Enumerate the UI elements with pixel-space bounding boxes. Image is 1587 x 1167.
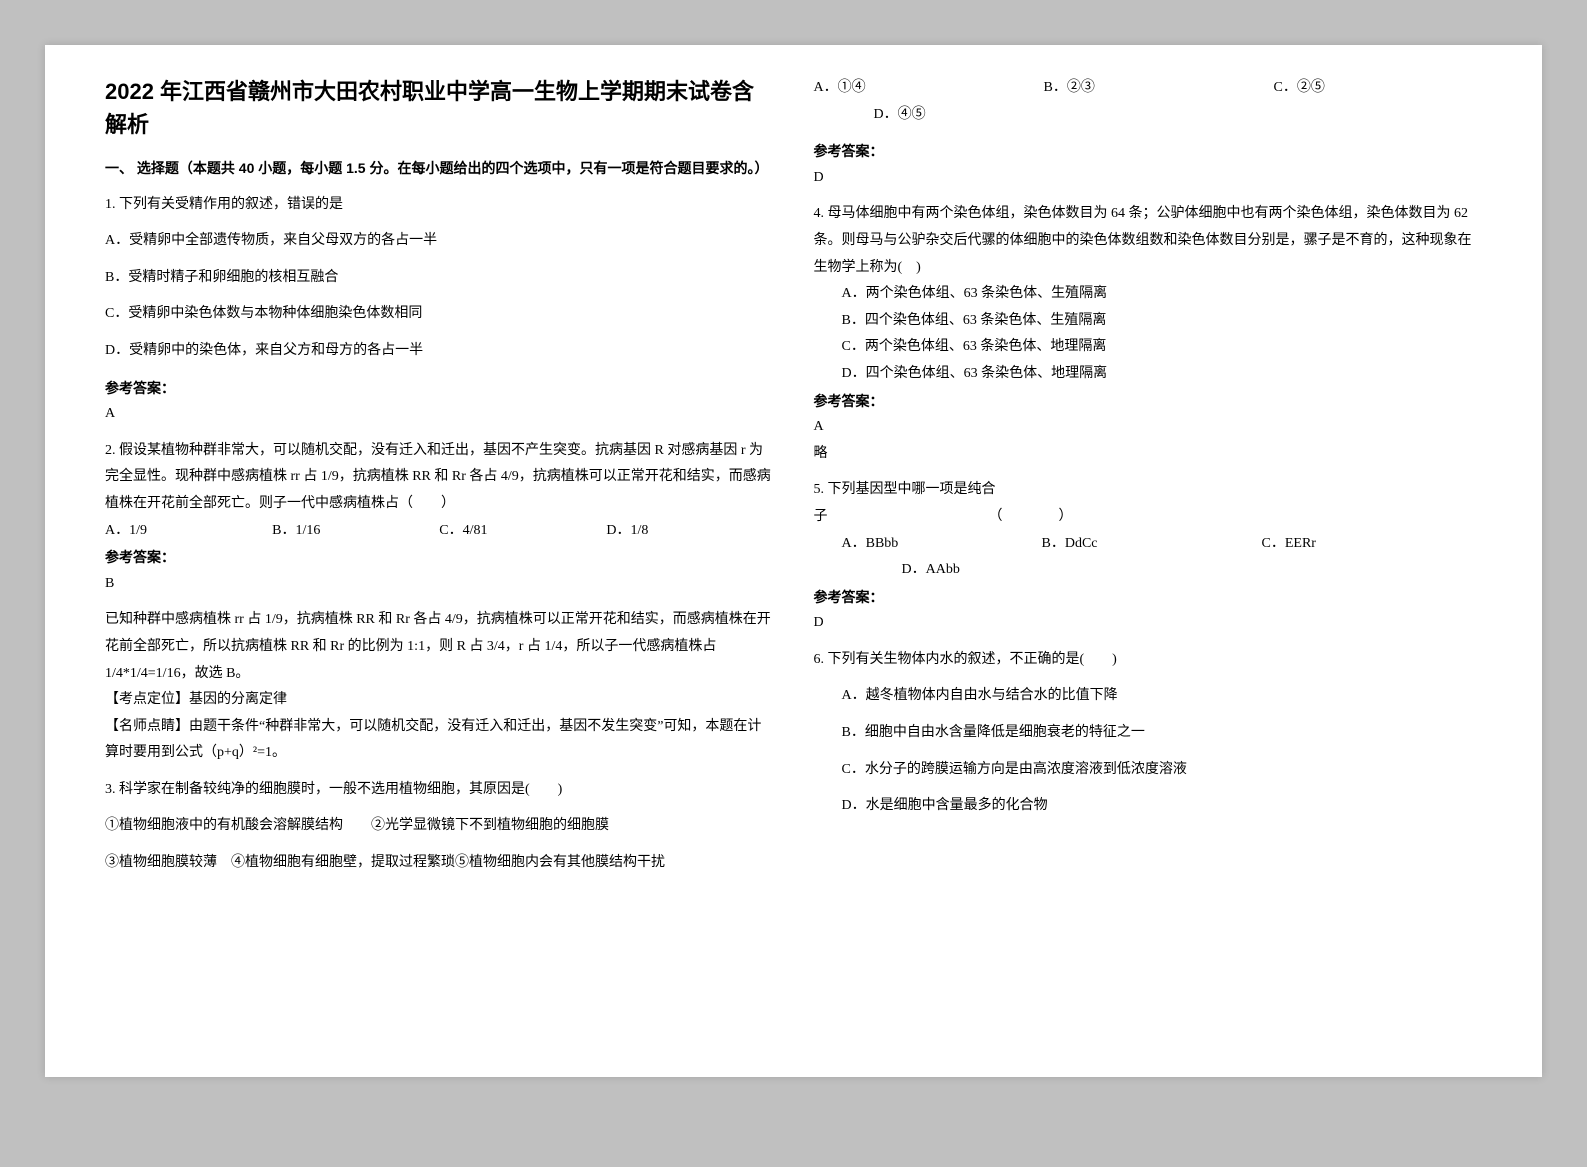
q5-option-b: B．DdCc (1042, 531, 1262, 558)
q4-option-a: A．两个染色体组、63 条染色体、生殖隔离 (814, 281, 1483, 308)
q4-option-b: B．四个染色体组、63 条染色体、生殖隔离 (814, 308, 1483, 335)
right-column: A．①④ B．②③ C．②⑤ D．④⑤ 参考答案： D 4. 母马体细胞中有两个… (794, 75, 1503, 1047)
exam-paper: 2022 年江西省赣州市大田农村职业中学高一生物上学期期末试卷含解析 一、 选择… (45, 45, 1542, 1077)
q3-cond-line1: ①植物细胞液中的有机酸会溶解膜结构 ②光学显微镜下不到植物细胞的细胞膜 (105, 813, 774, 840)
q6-option-a: A．越冬植物体内自由水与结合水的比值下降 (814, 683, 1483, 710)
q3-option-a: A．①④ (814, 75, 1044, 102)
q1-answer: A (105, 401, 774, 428)
q3-options-row1: A．①④ B．②③ C．②⑤ (814, 75, 1483, 102)
q2-answer: B (105, 571, 774, 598)
q5-option-a: A．BBbb (842, 531, 1042, 558)
q2-options: A．1/9 B．1/16 C．4/81 D．1/8 (105, 518, 774, 545)
q6-option-c: C．水分子的跨膜运输方向是由高浓度溶液到低浓度溶液 (814, 757, 1483, 784)
q4-answer: A (814, 414, 1483, 441)
section-header: 一、 选择题（本题共 40 小题，每小题 1.5 分。在每小题给出的四个选项中，… (105, 155, 774, 182)
q4-option-d: D．四个染色体组、63 条染色体、地理隔离 (814, 361, 1483, 388)
q4-stem: 4. 母马体细胞中有两个染色体组，染色体数目为 64 条；公驴体细胞中也有两个染… (814, 201, 1483, 281)
q4-option-c: C．两个染色体组、63 条染色体、地理隔离 (814, 334, 1483, 361)
q1-option-d: D．受精卵中的染色体，来自父方和母方的各占一半 (105, 338, 774, 365)
q2-stem: 2. 假设某植物种群非常大，可以随机交配，没有迁入和迁出，基因不产生突变。抗病基… (105, 438, 774, 518)
q3-answer-label: 参考答案： (814, 138, 1483, 165)
q5-answer: D (814, 610, 1483, 637)
q3-option-b: B．②③ (1044, 75, 1274, 102)
q5-stem-line1: 5. 下列基因型中哪一项是纯合 (814, 477, 1483, 504)
q2-explain-3: 【名师点睛】由题干条件“种群非常大，可以随机交配，没有迁入和迁出，基因不发生突变… (105, 714, 774, 767)
q5-answer-label: 参考答案： (814, 584, 1483, 611)
q3-option-d: D．④⑤ (814, 102, 1483, 129)
q2-option-d: D．1/8 (606, 518, 773, 545)
q2-explain-2: 【考点定位】基因的分离定律 (105, 687, 774, 714)
q1-option-c: C．受精卵中染色体数与本物种体细胞染色体数相同 (105, 301, 774, 328)
q4-explain: 略 (814, 441, 1483, 468)
q5-option-c: C．EERr (1262, 531, 1462, 558)
q3-cond-line2: ③植物细胞膜较薄 ④植物细胞有细胞壁，提取过程繁琐⑤植物细胞内会有其他膜结构干扰 (105, 850, 774, 877)
q5-options-row1: A．BBbb B．DdCc C．EERr (814, 531, 1483, 558)
page-title: 2022 年江西省赣州市大田农村职业中学高一生物上学期期末试卷含解析 (105, 75, 774, 141)
q4-answer-label: 参考答案： (814, 388, 1483, 415)
q3-answer: D (814, 165, 1483, 192)
q1-answer-label: 参考答案： (105, 375, 774, 402)
q2-option-a: A．1/9 (105, 518, 272, 545)
q2-explain-1: 已知种群中感病植株 rr 占 1/9，抗病植株 RR 和 Rr 各占 4/9，抗… (105, 607, 774, 687)
q1-option-a: A．受精卵中全部遗传物质，来自父母双方的各占一半 (105, 228, 774, 255)
q2-answer-label: 参考答案： (105, 544, 774, 571)
q1-option-b: B．受精时精子和卵细胞的核相互融合 (105, 265, 774, 292)
q6-stem: 6. 下列有关生物体内水的叙述，不正确的是( ) (814, 647, 1483, 674)
q6-option-b: B．细胞中自由水含量降低是细胞衰老的特征之一 (814, 720, 1483, 747)
left-column: 2022 年江西省赣州市大田农村职业中学高一生物上学期期末试卷含解析 一、 选择… (85, 75, 794, 1047)
q2-option-b: B．1/16 (272, 518, 439, 545)
q5-stem-line2: 子 （ ） (814, 504, 1483, 531)
q3-option-c: C．②⑤ (1274, 75, 1454, 102)
q6-option-d: D．水是细胞中含量最多的化合物 (814, 793, 1483, 820)
q5-option-d: D．AAbb (814, 557, 1483, 584)
q2-option-c: C．4/81 (439, 518, 606, 545)
q1-stem: 1. 下列有关受精作用的叙述，错误的是 (105, 192, 774, 219)
q3-stem: 3. 科学家在制备较纯净的细胞膜时，一般不选用植物细胞，其原因是( ) (105, 777, 774, 804)
